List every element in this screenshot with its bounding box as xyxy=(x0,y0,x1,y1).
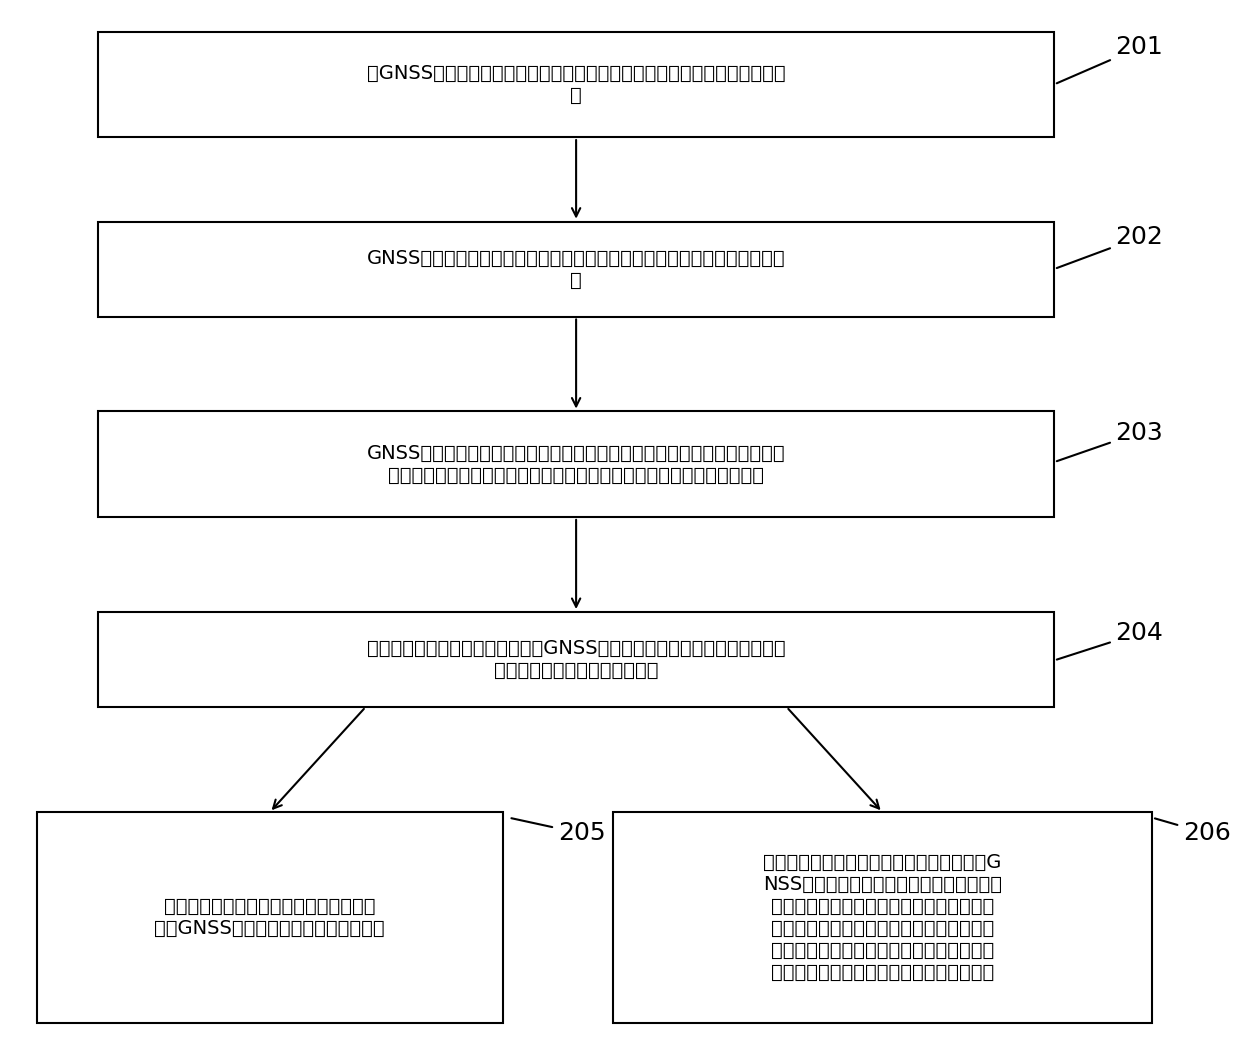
Text: 、GNSS定位设备利用第一定位模块进行差分精确定位，获得差分精确定位结
果: 、GNSS定位设备利用第一定位模块进行差分精确定位，获得差分精确定位结 果 xyxy=(367,64,785,104)
Text: 202: 202 xyxy=(1056,226,1163,268)
Text: 205: 205 xyxy=(511,819,605,845)
FancyBboxPatch shape xyxy=(98,222,1054,316)
Text: 在上述差分定位结果指示出满足预设条件
时，GNSS定位设备输出该差分定位结果: 在上述差分定位结果指示出满足预设条件 时，GNSS定位设备输出该差分定位结果 xyxy=(154,898,384,938)
FancyBboxPatch shape xyxy=(613,812,1152,1023)
Text: 206: 206 xyxy=(1154,819,1231,845)
FancyBboxPatch shape xyxy=(37,812,502,1023)
FancyBboxPatch shape xyxy=(98,612,1054,707)
Text: 201: 201 xyxy=(1056,36,1163,83)
Text: 在建立多路径误差修正模型之后，GNSS定位设备通过内置的第一定位模块进
行差分定位，获得差分定位结果: 在建立多路径误差修正模型之后，GNSS定位设备通过内置的第一定位模块进 行差分定… xyxy=(367,639,785,679)
Text: GNSS定位设备利用第二定位模块分析检测到的卫星信号获得卫星观测参考数
据: GNSS定位设备利用第二定位模块分析检测到的卫星信号获得卫星观测参考数 据 xyxy=(367,249,785,289)
FancyBboxPatch shape xyxy=(98,32,1054,137)
Text: GNSS定位设备根据上述差分精确定位结果和上述卫星观测参考数据获得多路
径误差修正模型，该卫星观测参考数据至少包括伪距观测值和相位观测值: GNSS定位设备根据上述差分精确定位结果和上述卫星观测参考数据获得多路 径误差修… xyxy=(367,444,785,484)
Text: 203: 203 xyxy=(1056,421,1163,461)
Text: 204: 204 xyxy=(1056,621,1163,659)
Text: 在差分定位结果指示出不满足预设条件时，G
NSS定位设备通过内置的第二定位模块对检
测到的卫星信号进行分析获得第一卫星观测
数据，根据预先建立的多路径误差修正模: 在差分定位结果指示出不满足预设条件时，G NSS定位设备通过内置的第二定位模块对… xyxy=(763,853,1002,982)
FancyBboxPatch shape xyxy=(98,411,1054,517)
